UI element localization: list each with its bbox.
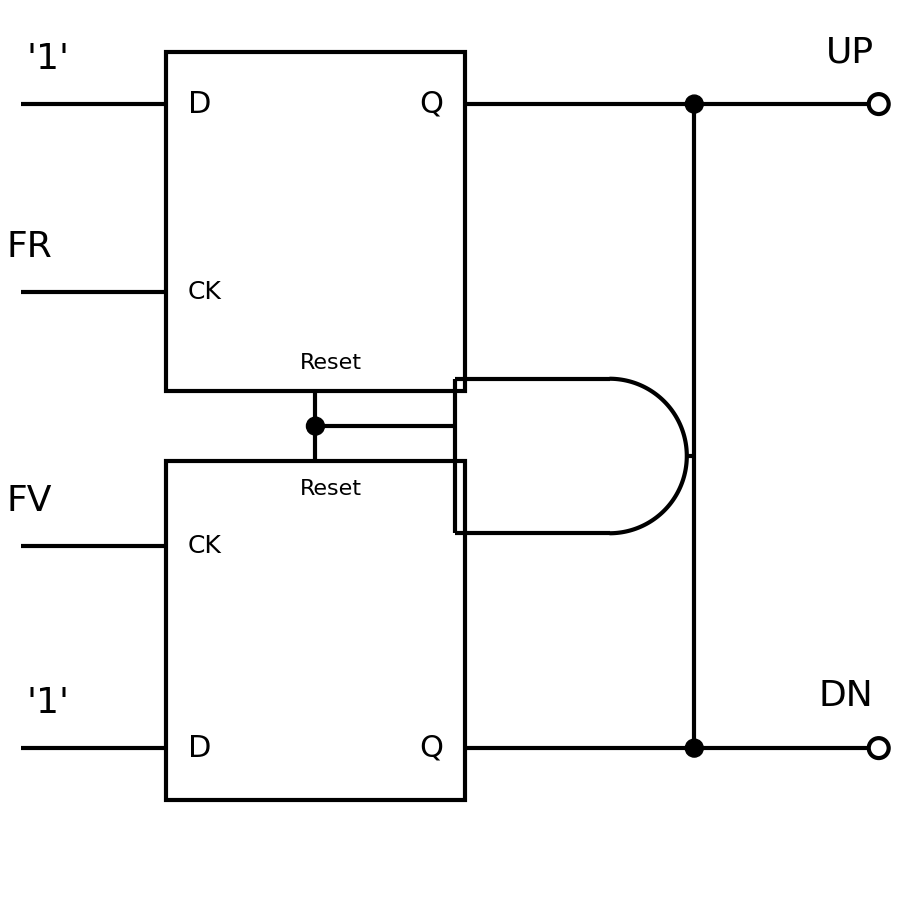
Bar: [166, 461, 465, 800]
Text: '1': '1': [27, 686, 69, 721]
Text: FV: FV: [6, 484, 51, 517]
Text: Q: Q: [419, 733, 443, 763]
Text: DN: DN: [819, 680, 874, 713]
Circle shape: [686, 95, 703, 113]
Text: Reset: Reset: [300, 479, 361, 499]
Text: D: D: [187, 89, 211, 118]
Circle shape: [306, 417, 324, 435]
Text: '1': '1': [27, 42, 69, 77]
Text: CK: CK: [187, 534, 221, 558]
Text: Reset: Reset: [300, 353, 361, 374]
Text: D: D: [187, 733, 211, 763]
Text: FR: FR: [6, 230, 52, 263]
Text: UP: UP: [825, 36, 874, 69]
Text: CK: CK: [187, 280, 221, 303]
Bar: [166, 52, 465, 391]
Circle shape: [868, 738, 889, 758]
Circle shape: [686, 739, 703, 757]
Text: Q: Q: [419, 89, 443, 118]
Circle shape: [868, 94, 889, 114]
